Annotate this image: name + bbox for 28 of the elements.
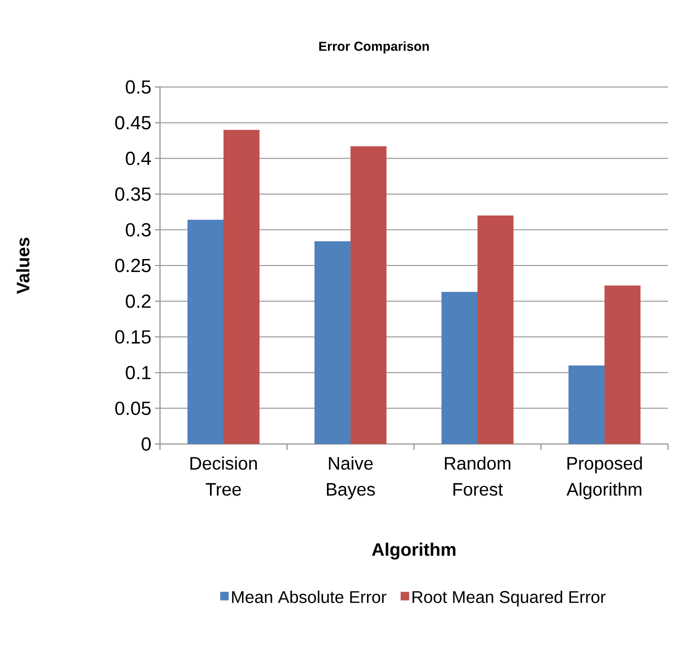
chart-title: Error Comparison (319, 41, 429, 54)
y-tick-label: 0.45 (115, 116, 151, 130)
x-tick-label: Proposed Algorithm (566, 456, 642, 500)
x-tick-label: Naive Bayes (326, 456, 375, 500)
y-tick-label: 0.15 (115, 330, 151, 344)
bar (442, 292, 478, 444)
bar (478, 216, 514, 444)
y-tick-label: 0.4 (126, 152, 151, 166)
y-tick-label: 0.05 (115, 402, 151, 416)
y-tick-label: 0.35 (115, 187, 151, 201)
bar (224, 130, 260, 444)
bar (188, 220, 224, 444)
legend-label: Mean Absolute Error (232, 590, 386, 604)
y-tick-label: 0.25 (115, 258, 151, 272)
x-tick-label: Random Forest (444, 456, 510, 496)
x-tick-label: Decision Tree (190, 456, 257, 496)
bar (350, 146, 387, 444)
x-axis-title: Algorithm (372, 542, 456, 560)
legend-label: Root Mean Squared Error (412, 590, 606, 606)
y-tick-label: 0.2 (126, 294, 151, 308)
y-axis-title: Values (16, 238, 30, 294)
bar (314, 241, 351, 444)
y-tick-label: 0 (142, 437, 151, 451)
bar (568, 365, 605, 444)
bar (604, 285, 641, 444)
y-tick-label: 0.5 (126, 80, 151, 94)
y-tick-label: 0.3 (126, 223, 151, 237)
y-tick-label: 0.1 (126, 366, 151, 380)
